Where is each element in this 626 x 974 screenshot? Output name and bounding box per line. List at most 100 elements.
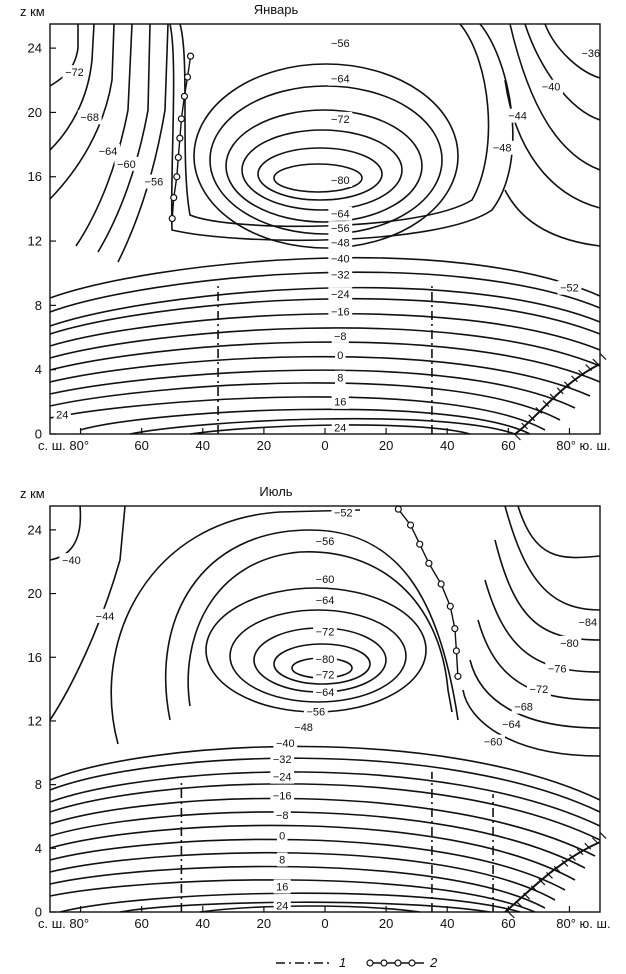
isotherm-label: −32 [270, 752, 295, 767]
isotherm-label: −84 [575, 615, 600, 630]
isotherm-label-text: −72 [65, 67, 84, 79]
isotherm-label-text: −60 [484, 737, 503, 749]
latitude-tick-label: 20 [379, 438, 393, 453]
isotherm-label: −36 [578, 45, 603, 60]
isotherm-label: −72 [328, 111, 353, 126]
isotherm-label: −60 [481, 734, 505, 749]
isotherm-label: −16 [270, 788, 295, 803]
latitude-axis-ticks-july: с. ш. 80° 60 40 20 0 20 40 60 80° ю. ш. [38, 906, 611, 931]
latitude-tick-label: 0 [321, 438, 328, 453]
latitude-tick-label: 60 [134, 438, 148, 453]
terrain-hatch [584, 842, 592, 850]
isotherm-label-text: −56 [331, 223, 350, 235]
isotherm-label: −68 [77, 110, 102, 125]
panel-title-july: Июль [259, 484, 292, 499]
fronts-july [180, 771, 494, 912]
isotherm-label: −72 [313, 667, 337, 682]
tropopause-point [437, 580, 445, 588]
z-tick-label: 12 [28, 234, 42, 249]
isotherm-jan-e2 [524, 23, 601, 121]
isotherm-label-text: −64 [502, 719, 521, 731]
isotherm-jan-core6 [193, 63, 459, 249]
isotherm-jul-s5 [49, 797, 596, 857]
isotherm-jan-s10 [49, 382, 561, 421]
isotherm-jan-e1 [544, 23, 601, 79]
isotherm-label-text: −64 [316, 687, 335, 699]
z-tick-label: 8 [35, 777, 42, 792]
isotherm-jan-core5 [209, 85, 443, 235]
terrain-hatch [528, 414, 536, 422]
latitude-tick-label: с. ш. 80° [38, 916, 89, 931]
latitude-axis-ticks-january: с. ш. 80° 60 40 20 0 20 40 60 80° ю. ш. [38, 428, 611, 453]
terrain-hatch [515, 900, 523, 908]
isotherm-jul-n2 [164, 529, 459, 721]
terrain-hatch [523, 892, 531, 900]
isotherm-label-text: −80 [316, 654, 335, 666]
latitude-tick-label: 40 [440, 438, 454, 453]
isotherm-jul-s13 [119, 901, 491, 913]
isotherm-label-text: 0 [337, 350, 343, 362]
terrain-hatch [507, 911, 515, 919]
isotherm-lines-january [49, 23, 601, 435]
latitude-tick-label: 40 [440, 916, 454, 931]
tropopause-point [452, 647, 460, 655]
isotherm-label-text: −56 [145, 176, 164, 188]
isotherm-label: −56 [328, 36, 353, 51]
panel-title-january: Январь [254, 2, 299, 17]
panel-january: Январь z км [20, 2, 611, 453]
z-tick-label: 4 [35, 362, 42, 377]
isotherm-label: −72 [313, 624, 337, 639]
terrain-hatch [530, 885, 538, 893]
isotherm-label-text: −40 [542, 82, 561, 94]
isotherm-label: −40 [273, 736, 298, 751]
tropopause-point [406, 521, 415, 529]
isotherm-label: −80 [313, 651, 337, 666]
latitude-tick-label: 0 [321, 916, 328, 931]
tropopause-july [394, 505, 462, 680]
isotherm-labels-january: −72−68−64−60−56−56−64−72−80−64−56−48−40−… [53, 36, 603, 435]
isotherm-label-text: 24 [276, 901, 288, 913]
isotherm-label: 16 [273, 879, 291, 894]
isotherm-label: −64 [313, 592, 337, 607]
isotherm-jul-e1 [517, 505, 601, 559]
tropopause-point [451, 624, 459, 633]
isotherm-label: −64 [313, 685, 337, 700]
isotherm-label: −72 [526, 682, 551, 697]
terrain-july [504, 831, 607, 919]
terrain-hatch [556, 387, 564, 395]
isotherm-jan-s5 [49, 313, 601, 351]
isotherm-label-text: −72 [316, 627, 335, 639]
isotherm-label-text: −24 [273, 772, 292, 784]
isotherm-label-text: −16 [273, 791, 292, 803]
tropopause-point [177, 115, 185, 123]
isotherm-label-text: −52 [334, 507, 353, 519]
isotherm-label: −60 [313, 572, 337, 587]
isotherm-label-text: −40 [62, 555, 81, 567]
isotherm-label-text: −72 [331, 114, 350, 126]
terrain-hatch [591, 837, 599, 845]
legend-tropopause-point [394, 959, 402, 967]
isotherm-label: −80 [328, 172, 353, 187]
isotherm-jan-core4 [225, 109, 423, 223]
isotherm-label: −48 [490, 140, 515, 155]
terrain-hatch [599, 353, 607, 361]
isotherm-label-text: −40 [331, 254, 350, 266]
isotherm-label: −68 [511, 699, 536, 714]
terrain-hatch [521, 422, 528, 430]
isotherm-jul-core4 [229, 609, 407, 703]
isotherm-jan-n1 [179, 23, 490, 228]
isotherm-label: −40 [59, 553, 84, 568]
z-tick-label: 24 [28, 522, 42, 537]
isotherm-jan-w4 [75, 23, 133, 247]
isotherm-jan-s13 [129, 417, 516, 435]
isotherm-jul-s7 [49, 824, 576, 881]
isotherm-label: 16 [331, 394, 349, 409]
isotherm-jan-s9 [49, 369, 576, 409]
latitude-tick-label: 20 [257, 438, 271, 453]
isotherm-label-text: −68 [514, 702, 533, 714]
isotherm-label: −56 [141, 174, 166, 189]
isotherm-label: −60 [114, 156, 139, 171]
z-tick-label: 24 [28, 41, 42, 56]
terrain-hatch [553, 865, 561, 873]
isotherm-jul-core2 [273, 643, 371, 685]
